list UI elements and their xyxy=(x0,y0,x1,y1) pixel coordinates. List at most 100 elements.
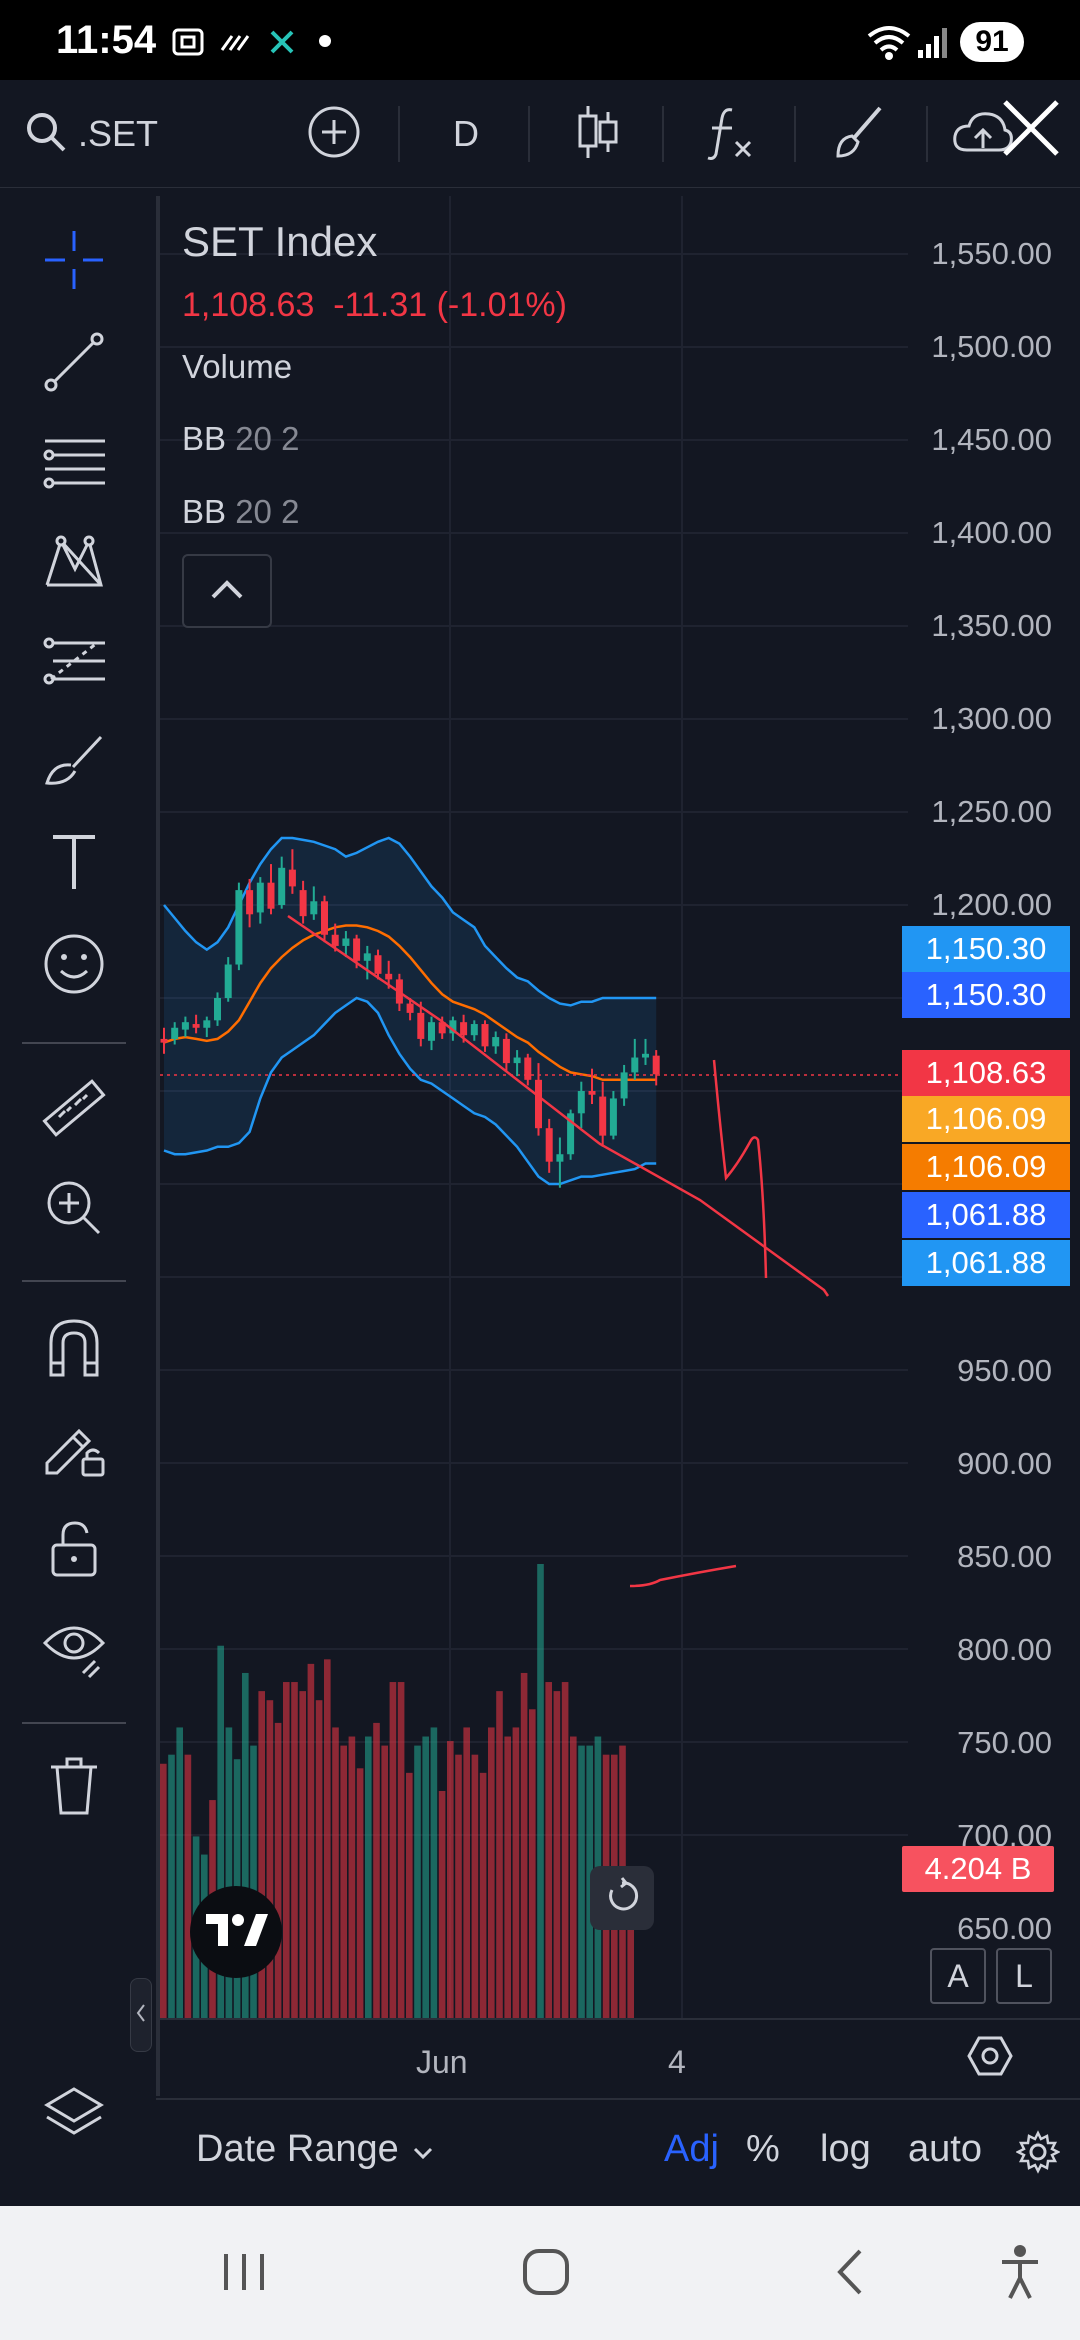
candle-body xyxy=(181,1022,189,1030)
close-icon xyxy=(999,96,1063,165)
volume-bar xyxy=(168,1754,175,2018)
stay-in-drawing-mode-toggle[interactable] xyxy=(34,1410,114,1490)
time-axis[interactable]: Jun 4 xyxy=(156,2018,1080,2100)
bb-upper-tag: 1,150.30 xyxy=(902,972,1070,1018)
zoom-in-icon xyxy=(39,1173,109,1248)
legend-volume[interactable]: Volume xyxy=(182,348,292,386)
log-scale-toggle[interactable]: log xyxy=(820,2128,871,2170)
recent-apps-button[interactable] xyxy=(204,2244,284,2304)
top-toolbar: .SET D xyxy=(0,80,1080,188)
auto-scale-button[interactable]: A xyxy=(930,1948,986,2004)
percent-scale-toggle[interactable]: % xyxy=(746,2128,780,2170)
price-chart[interactable] xyxy=(160,196,1080,2018)
home-button[interactable] xyxy=(506,2244,586,2304)
brush-icon xyxy=(39,727,109,802)
axis-settings-button[interactable] xyxy=(960,2030,1020,2086)
indicators-button[interactable] xyxy=(698,102,762,166)
trend-line-tool[interactable] xyxy=(34,324,114,404)
symbol-search-button[interactable]: .SET xyxy=(24,102,158,166)
volume-bar xyxy=(250,1745,257,2018)
candle-body xyxy=(502,1038,510,1064)
home-icon xyxy=(521,2247,571,2302)
measure-tool[interactable] xyxy=(34,1070,114,1150)
legend-indicator-bb-1[interactable]: BB 20 2 xyxy=(182,420,299,458)
accessibility-button[interactable] xyxy=(980,2244,1060,2304)
volume-bar xyxy=(529,1709,536,2018)
volume-bar xyxy=(627,1872,634,2018)
volume-bar xyxy=(332,1727,339,2018)
hide-drawings-toggle[interactable] xyxy=(34,1610,114,1690)
volume-bar xyxy=(447,1741,454,2018)
indicator-params: 20 2 xyxy=(235,493,300,530)
auto-scale-toggle[interactable]: auto xyxy=(908,2128,982,2170)
reset-chart-button[interactable] xyxy=(590,1866,654,1930)
collapse-legend-button[interactable] xyxy=(182,554,272,628)
volume-bar xyxy=(488,1727,495,2018)
volume-value-tag: 4.204 B xyxy=(902,1846,1054,1892)
candle-body xyxy=(310,901,318,915)
pattern-tool[interactable] xyxy=(34,524,114,604)
zoom-in-tool[interactable] xyxy=(34,1170,114,1250)
save-cloud-button[interactable] xyxy=(948,102,1018,166)
forecasting-tool[interactable] xyxy=(34,624,114,704)
status-bar: 11:54 91 xyxy=(0,0,1080,80)
brush-drawing xyxy=(712,1059,768,1279)
volume-bar xyxy=(299,1691,306,2018)
interval-button[interactable]: D xyxy=(434,102,498,166)
volume-bar xyxy=(160,1763,167,2018)
gear-icon xyxy=(1015,2130,1061,2183)
emoji-tool[interactable] xyxy=(34,926,114,1006)
chart-type-button[interactable] xyxy=(566,102,630,166)
candle-body xyxy=(160,1038,168,1043)
back-button[interactable] xyxy=(810,2244,890,2304)
toolbar-divider xyxy=(794,106,796,162)
candle-body xyxy=(609,1098,617,1136)
candle-body xyxy=(652,1055,660,1075)
brush-tool[interactable] xyxy=(34,724,114,804)
candle-body xyxy=(299,890,307,917)
volume-bar xyxy=(422,1736,429,2018)
drawing-toolbar-toggle[interactable] xyxy=(826,102,890,166)
toolbar-collapse-handle[interactable] xyxy=(130,1978,152,2052)
cloud-upload-icon xyxy=(951,106,1015,163)
eye-icon xyxy=(39,1613,109,1688)
volume-bar xyxy=(455,1754,462,2018)
volume-bar xyxy=(340,1745,347,2018)
toolbar-divider xyxy=(528,106,530,162)
tradingview-logo[interactable] xyxy=(190,1886,282,1978)
volume-bar xyxy=(586,1745,593,2018)
crosshair-tool[interactable] xyxy=(34,222,114,302)
bb-lower-line xyxy=(163,996,657,1186)
date-range-dropdown[interactable]: Date Range xyxy=(196,2128,435,2171)
close-button[interactable] xyxy=(996,92,1066,168)
remove-drawings-button[interactable] xyxy=(34,1748,114,1828)
object-tree-button[interactable] xyxy=(34,2076,114,2156)
volume-bar xyxy=(365,1736,372,2018)
volume-bar xyxy=(381,1745,388,2018)
candle-body xyxy=(567,1113,575,1155)
magnet-mode-toggle[interactable] xyxy=(34,1310,114,1390)
candle-body xyxy=(363,953,371,961)
trash-icon xyxy=(39,1751,109,1826)
fib-retracement-tool[interactable] xyxy=(34,424,114,504)
volume-bar xyxy=(406,1772,413,2018)
legend-price-row: 1,108.63 -11.31 (-1.01%) xyxy=(182,286,567,325)
chart-settings-button[interactable] xyxy=(1015,2130,1061,2184)
candle-body xyxy=(449,1020,457,1034)
compare-symbol-button[interactable] xyxy=(302,102,366,166)
lock-drawings-toggle[interactable] xyxy=(34,1510,114,1590)
volume-bar xyxy=(438,1791,446,2018)
candle-body xyxy=(481,1024,489,1047)
pencil-lock-icon xyxy=(39,1413,109,1488)
candle-body xyxy=(492,1037,500,1047)
log-scale-button[interactable]: L xyxy=(996,1948,1052,2004)
x-app-icon xyxy=(262,22,302,67)
candle-body xyxy=(353,938,361,961)
price-axis-label: 1,200.00 xyxy=(931,887,1052,922)
adjust-dividends-toggle[interactable]: Adj xyxy=(664,2128,719,2170)
candle-body xyxy=(470,1024,478,1036)
text-tool[interactable] xyxy=(34,824,114,904)
magnet-icon xyxy=(39,1313,109,1388)
legend-indicator-bb-2[interactable]: BB 20 2 xyxy=(182,493,299,531)
volume-bar xyxy=(463,1727,470,2018)
